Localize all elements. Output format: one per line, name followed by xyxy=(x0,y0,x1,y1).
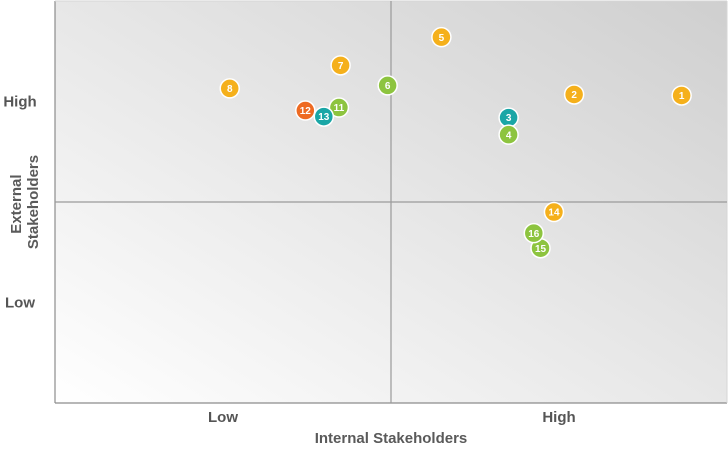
data-point-label: 15 xyxy=(535,244,547,255)
y-axis-title-line-1: External xyxy=(8,174,25,233)
y-axis-title-line-2: Stakeholders xyxy=(25,155,42,249)
data-point-4[interactable]: 4 xyxy=(498,124,519,145)
y-tick-label-low: Low xyxy=(5,295,35,312)
data-point-label: 8 xyxy=(227,84,233,95)
data-point-marker xyxy=(543,201,565,223)
data-point-marker xyxy=(431,26,452,48)
data-point-label: 2 xyxy=(571,90,577,101)
data-point-marker xyxy=(328,97,350,118)
data-point-11[interactable]: 11 xyxy=(328,97,350,118)
data-point-marker xyxy=(671,85,692,106)
data-point-label: 6 xyxy=(385,81,391,92)
data-point-label: 12 xyxy=(300,106,312,117)
data-point-label: 4 xyxy=(506,130,512,141)
data-point-16[interactable]: 16 xyxy=(523,222,545,244)
data-point-8[interactable]: 8 xyxy=(219,78,240,99)
data-point-label: 7 xyxy=(338,61,344,72)
x-tick-label-high: High xyxy=(542,409,575,426)
data-point-7[interactable]: 7 xyxy=(330,55,351,76)
data-point-marker xyxy=(377,75,398,96)
data-point-12[interactable]: 12 xyxy=(295,100,316,121)
data-point-marker xyxy=(523,222,545,244)
x-tick-label-low: Low xyxy=(208,409,238,426)
data-point-14[interactable]: 14 xyxy=(543,201,565,223)
data-point-label: 14 xyxy=(548,208,560,219)
data-point-label: 1 xyxy=(679,91,685,102)
data-point-label: 13 xyxy=(318,112,330,123)
y-axis-title: External Stakeholders xyxy=(8,155,42,249)
data-point-label: 16 xyxy=(528,229,540,240)
data-point-2[interactable]: 2 xyxy=(563,84,585,105)
data-point-label: 5 xyxy=(439,33,445,44)
x-axis-title: Internal Stakeholders xyxy=(315,430,468,445)
data-point-marker xyxy=(313,106,335,127)
data-point-marker xyxy=(330,55,351,76)
data-point-marker xyxy=(498,124,519,145)
data-point-13[interactable]: 13 xyxy=(313,106,335,127)
data-point-marker xyxy=(295,100,316,121)
data-point-label: 3 xyxy=(506,113,512,124)
data-point-5[interactable]: 5 xyxy=(431,26,452,48)
data-point-marker xyxy=(219,78,240,99)
data-point-label: 11 xyxy=(334,103,345,114)
y-tick-label-high: High xyxy=(3,94,36,111)
data-point-marker xyxy=(563,84,585,105)
data-point-3[interactable]: 3 xyxy=(498,107,519,128)
data-point-6[interactable]: 6 xyxy=(377,75,398,96)
data-point-1[interactable]: 1 xyxy=(671,85,692,106)
